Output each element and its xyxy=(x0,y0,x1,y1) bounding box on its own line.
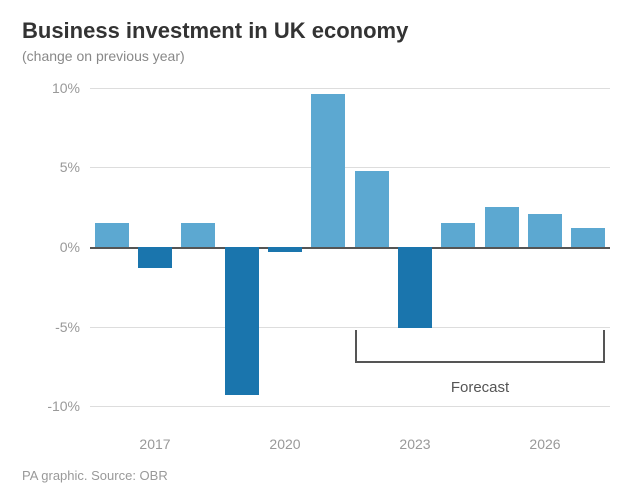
chart-area: -10%-5%0%5%10%2017202020232026Forecast xyxy=(90,72,610,422)
bar xyxy=(225,247,259,395)
y-axis-label: -5% xyxy=(55,319,90,335)
bar xyxy=(441,223,475,247)
gridline xyxy=(90,327,610,328)
forecast-bracket xyxy=(355,330,605,363)
bar xyxy=(268,247,302,252)
gridline xyxy=(90,167,610,168)
bar xyxy=(311,94,345,247)
bar xyxy=(181,223,215,247)
bar xyxy=(138,247,172,268)
x-axis-label: 2026 xyxy=(529,422,560,452)
bar xyxy=(485,207,519,247)
y-axis-label: 0% xyxy=(60,239,90,255)
bar xyxy=(355,171,389,247)
x-axis-label: 2020 xyxy=(269,422,300,452)
y-axis-label: 10% xyxy=(52,80,90,96)
y-axis-label: -10% xyxy=(47,398,90,414)
x-axis-label: 2017 xyxy=(139,422,170,452)
chart-title: Business investment in UK economy xyxy=(0,0,640,48)
gridline xyxy=(90,406,610,407)
chart-footer: PA graphic. Source: OBR xyxy=(22,468,168,483)
chart-subtitle: (change on previous year) xyxy=(0,48,640,64)
x-axis-label: 2023 xyxy=(399,422,430,452)
bar xyxy=(571,228,605,247)
bar xyxy=(95,223,129,247)
bar xyxy=(528,214,562,247)
gridline xyxy=(90,88,610,89)
y-axis-label: 5% xyxy=(60,159,90,175)
bar xyxy=(398,247,432,328)
forecast-label: Forecast xyxy=(451,379,509,396)
